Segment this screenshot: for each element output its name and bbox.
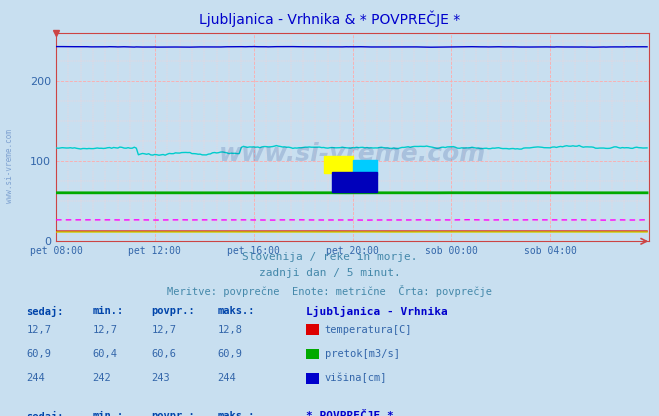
Text: min.:: min.: bbox=[92, 306, 123, 316]
Text: 12,7: 12,7 bbox=[26, 325, 51, 335]
Text: 60,6: 60,6 bbox=[152, 349, 177, 359]
Text: Ljubljanica - Vrhnika & * POVPREČJE *: Ljubljanica - Vrhnika & * POVPREČJE * bbox=[199, 10, 460, 27]
Text: 244: 244 bbox=[26, 373, 45, 383]
Text: www.si-vreme.com: www.si-vreme.com bbox=[5, 129, 14, 203]
Text: 242: 242 bbox=[92, 373, 111, 383]
Text: zadnji dan / 5 minut.: zadnji dan / 5 minut. bbox=[258, 268, 401, 278]
Text: 60,4: 60,4 bbox=[92, 349, 117, 359]
Text: maks.:: maks.: bbox=[217, 411, 255, 416]
Text: sedaj:: sedaj: bbox=[26, 306, 64, 317]
Text: pretok[m3/s]: pretok[m3/s] bbox=[325, 349, 400, 359]
Text: višina[cm]: višina[cm] bbox=[325, 373, 387, 384]
Text: Meritve: povprečne  Enote: metrične  Črta: povprečje: Meritve: povprečne Enote: metrične Črta:… bbox=[167, 285, 492, 297]
Text: povpr.:: povpr.: bbox=[152, 306, 195, 316]
Text: Slovenija / reke in morje.: Slovenija / reke in morje. bbox=[242, 252, 417, 262]
Text: www.si-vreme.com: www.si-vreme.com bbox=[219, 142, 486, 166]
Bar bbox=[332, 172, 378, 193]
Bar bbox=[324, 156, 353, 173]
Text: temperatura[C]: temperatura[C] bbox=[325, 325, 413, 335]
Text: 12,7: 12,7 bbox=[152, 325, 177, 335]
Text: povpr.:: povpr.: bbox=[152, 411, 195, 416]
Text: Ljubljanica - Vrhnika: Ljubljanica - Vrhnika bbox=[306, 306, 448, 317]
Text: 60,9: 60,9 bbox=[26, 349, 51, 359]
Text: * POVPREČJE *: * POVPREČJE * bbox=[306, 411, 394, 416]
Text: 60,9: 60,9 bbox=[217, 349, 243, 359]
Bar bbox=[353, 161, 377, 175]
Text: min.:: min.: bbox=[92, 411, 123, 416]
Text: 12,8: 12,8 bbox=[217, 325, 243, 335]
Text: maks.:: maks.: bbox=[217, 306, 255, 316]
Text: 12,7: 12,7 bbox=[92, 325, 117, 335]
Text: 243: 243 bbox=[152, 373, 170, 383]
Text: sedaj:: sedaj: bbox=[26, 411, 64, 416]
Text: 244: 244 bbox=[217, 373, 236, 383]
